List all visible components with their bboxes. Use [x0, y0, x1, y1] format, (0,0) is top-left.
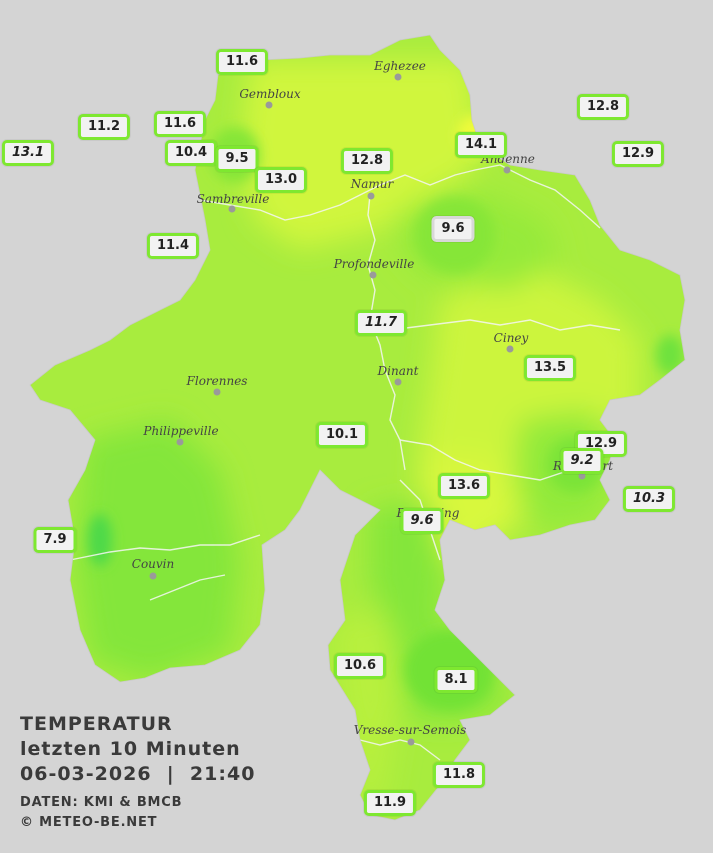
station-value: 9.5 [215, 146, 259, 172]
city-label-couvin: Couvin [131, 557, 175, 571]
station-value: 9.6 [400, 508, 444, 534]
station-value: 9.6 [431, 216, 475, 242]
city-label-namur: Namur [350, 177, 394, 191]
cold-core-east-edge [656, 335, 684, 375]
cool-zone-west [75, 420, 240, 680]
city-dot-philippeville [176, 438, 184, 446]
cold-core-7-9 [88, 514, 112, 566]
station-value: 12.8 [576, 94, 630, 120]
map-datetime: 06-03-2026 | 21:40 [20, 763, 256, 785]
city-label-dinant: Dinant [377, 364, 419, 378]
city-dot-florennes [213, 388, 221, 396]
map-subtitle: letzten 10 Minuten [20, 738, 241, 760]
station-value: 11.9 [363, 790, 417, 816]
station-value: 11.7 [354, 310, 408, 336]
city-dot-ciney [506, 345, 514, 353]
station-value: 11.8 [432, 762, 486, 788]
station-value: 13.5 [523, 355, 577, 381]
city-dot-andenne [503, 166, 511, 174]
station-value: 12.9 [611, 141, 665, 167]
station-value: 11.2 [77, 114, 131, 140]
station-value: 7.9 [33, 527, 77, 553]
map-info: TEMPERATUR letzten 10 Minuten 06-03-2026… [20, 712, 255, 832]
city-dot-dinant [394, 378, 402, 386]
city-dot-namur [367, 192, 375, 200]
city-dot-sambreville [228, 205, 236, 213]
river-ourthe [389, 319, 621, 331]
station-value: 11.6 [153, 111, 207, 137]
river-sambre-meuse [199, 164, 601, 229]
map-title: TEMPERATUR [20, 713, 173, 735]
city-dot-rochefort [578, 472, 586, 480]
station-value: 14.1 [454, 132, 508, 158]
station-value: 13.1 [1, 140, 55, 166]
river-semois [359, 739, 441, 761]
station-value: 11.6 [215, 49, 269, 75]
station-value: 10.4 [164, 140, 218, 166]
city-dot-vresse [407, 738, 415, 746]
city-dot-eghezee [394, 73, 402, 81]
river-viroin [69, 534, 261, 561]
city-label-ciney: Ciney [493, 331, 529, 345]
city-label-gembloux: Gembloux [239, 87, 301, 101]
city-label-florennes: Florennes [186, 374, 248, 388]
data-source: DATEN: KMI & BMCB [20, 795, 183, 810]
city-label-vresse: Vresse-sur-Semois [353, 723, 467, 737]
station-value: 10.3 [622, 486, 676, 512]
river-eau-noire [149, 574, 226, 601]
station-value: 8.1 [434, 667, 478, 693]
city-dot-profondeville [369, 271, 377, 279]
city-dot-couvin [149, 572, 157, 580]
city-dot-gembloux [265, 101, 273, 109]
city-label-eghezee: Eghezee [374, 59, 426, 73]
station-value: 13.0 [254, 167, 308, 193]
copyright: © METEO-BE.NET [20, 815, 158, 830]
station-value: 10.6 [333, 653, 387, 679]
station-value: 11.4 [146, 233, 200, 259]
city-label-philippeville: Philippeville [143, 424, 219, 438]
station-value: 9.2 [560, 448, 604, 474]
city-label-profondeville: Profondeville [333, 257, 415, 271]
city-label-sambreville: Sambreville [196, 192, 270, 206]
station-value: 12.8 [340, 148, 394, 174]
station-value: 13.6 [437, 473, 491, 499]
station-value: 10.1 [315, 422, 369, 448]
